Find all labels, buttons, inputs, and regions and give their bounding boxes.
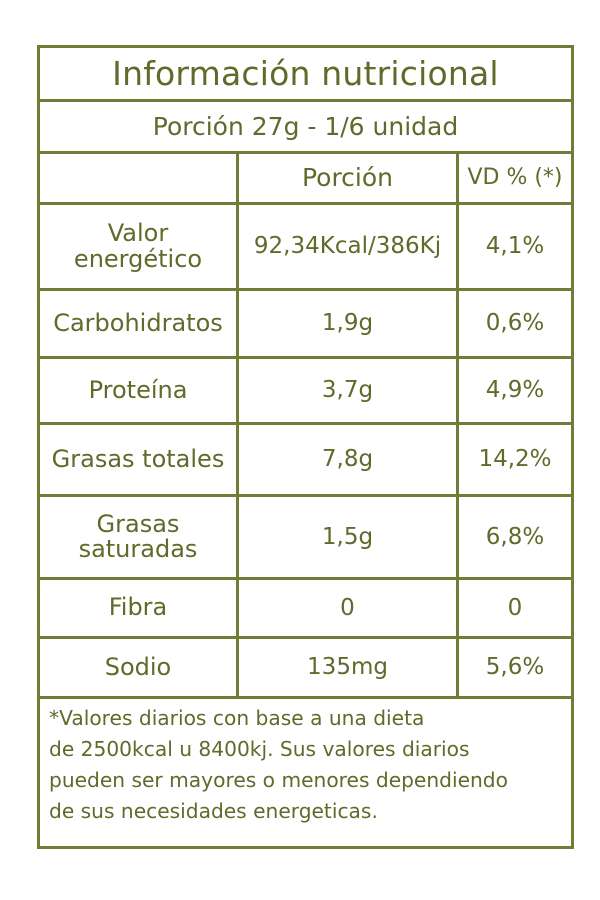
daily-values-footnote: *Valores diarios con base a una dieta de… <box>49 703 567 827</box>
footnote-line: de sus necesidades energeticas. <box>49 799 378 823</box>
dv-value: 6,8% <box>485 523 545 550</box>
nutrient-name: Grasas saturadas <box>40 497 239 577</box>
table-row: Carbohidratos 1,9g 0,6% <box>40 291 571 359</box>
nutrient-name: Valor energético <box>40 205 239 288</box>
table-row: Grasas totales 7,8g 14,2% <box>40 425 571 497</box>
footnote-line: de 2500kcal u 8400kj. Sus valores diario… <box>49 737 470 761</box>
table-row: Sodio 135mg 5,6% <box>40 639 571 699</box>
nutrient-name: Grasas totales <box>40 425 239 494</box>
nutrition-facts-panel: Información nutricional Porción 27g - 1/… <box>37 45 574 849</box>
table-row: Fibra 0 0 <box>40 580 571 639</box>
header-portion: Porción <box>239 154 459 202</box>
dv-value: 4,1% <box>485 233 545 260</box>
portion-value: 92,34Kcal/386Kj <box>239 205 459 288</box>
table-header-row: Porción VD % (*) <box>40 154 571 205</box>
dv-value: 14,2% <box>478 446 552 473</box>
serving-size: Porción 27g - 1/6 unidad <box>40 102 571 154</box>
portion-value: 0 <box>239 580 459 636</box>
portion-value: 1,5g <box>239 497 459 577</box>
nutrient-name: Sodio <box>40 639 239 696</box>
header-dv: VD % (*) <box>467 165 563 191</box>
table-row: Grasas saturadas 1,5g 6,8% <box>40 497 571 580</box>
dv-value: 4,9% <box>485 377 545 404</box>
footnote-line: *Valores diarios con base a una dieta <box>49 706 425 730</box>
dv-value: 5,6% <box>485 654 545 681</box>
header-nutrient <box>40 154 239 202</box>
portion-value: 7,8g <box>239 425 459 494</box>
nutrient-name: Fibra <box>40 580 239 636</box>
panel-title: Información nutricional <box>40 48 571 102</box>
table-row: Proteína 3,7g 4,9% <box>40 359 571 425</box>
table-row: Valor energético 92,34Kcal/386Kj 4,1% <box>40 205 571 291</box>
portion-value: 135mg <box>239 639 459 696</box>
nutrient-name: Carbohidratos <box>40 291 239 356</box>
portion-value: 1,9g <box>239 291 459 356</box>
dv-value: 0,6% <box>485 310 545 337</box>
dv-value: 0 <box>507 594 523 621</box>
nutrient-name: Proteína <box>40 359 239 422</box>
portion-value: 3,7g <box>239 359 459 422</box>
footnote-line: pueden ser mayores o menores dependiendo <box>49 768 508 792</box>
